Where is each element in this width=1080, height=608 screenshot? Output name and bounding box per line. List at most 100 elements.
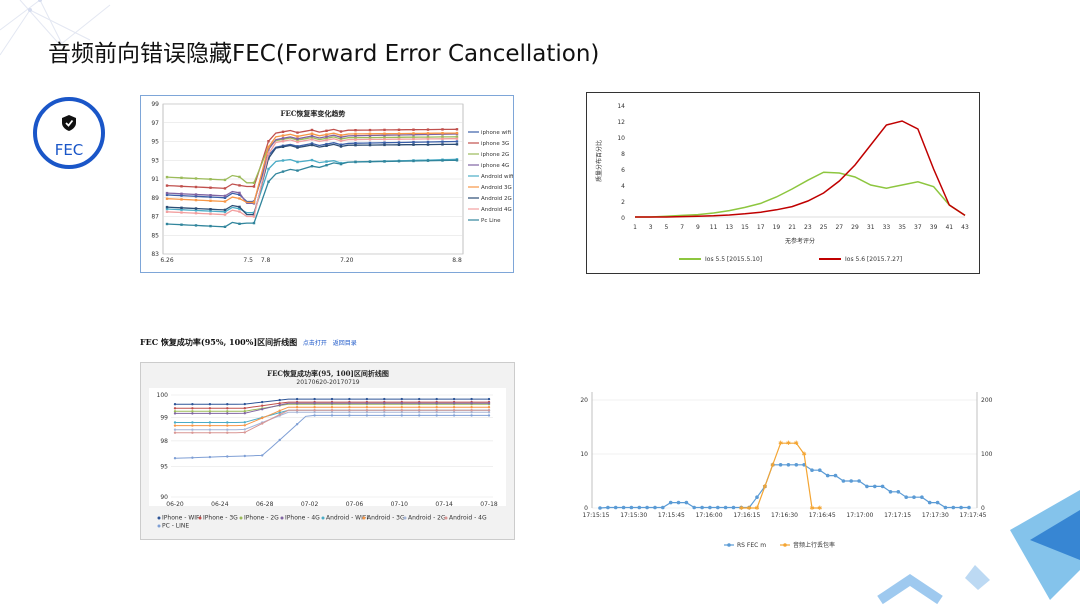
series-point <box>296 169 299 172</box>
series-point <box>912 495 916 499</box>
series-point <box>339 134 343 137</box>
legend-swatch <box>403 516 407 520</box>
series-point <box>281 140 285 143</box>
series-point <box>173 457 177 460</box>
series-point <box>339 139 343 143</box>
series-point <box>455 135 459 138</box>
series-point <box>208 431 212 434</box>
x-tick-label: 06-20 <box>166 501 184 508</box>
series-point: ✱ <box>770 462 775 469</box>
series-point <box>383 132 386 135</box>
legend-label: iphone 2G <box>481 152 509 158</box>
chart-1-svg: 83 85 87 89 91 93 95 97 99 FEC恢复率变化趋势 6.26 7.5 7.8 7.… <box>151 101 513 264</box>
series-point <box>412 141 415 144</box>
y-tick-label: 8 <box>621 151 625 158</box>
series-point <box>354 160 357 164</box>
series-point <box>339 145 343 148</box>
series-point <box>209 195 212 199</box>
series-point <box>637 505 642 510</box>
series-point <box>435 414 438 417</box>
y-tick-label: 97 <box>151 120 159 127</box>
series-point <box>243 407 246 410</box>
series-point <box>243 410 246 413</box>
series-point <box>325 144 328 147</box>
series-point <box>365 409 369 412</box>
y-tick-label: 87 <box>151 214 159 221</box>
series-point <box>435 402 438 405</box>
series-point <box>191 421 194 424</box>
series-point <box>243 454 246 458</box>
series-point <box>470 402 473 405</box>
series-point <box>208 455 212 459</box>
series-point <box>209 186 212 189</box>
series-point <box>412 137 415 141</box>
series-point <box>452 409 456 412</box>
series-point <box>426 135 430 139</box>
series-point <box>295 411 299 414</box>
series-point <box>325 138 328 142</box>
series-point <box>330 409 334 412</box>
series-point <box>412 132 415 135</box>
series-point <box>354 138 357 141</box>
series-point <box>426 132 430 135</box>
series-point <box>223 208 227 212</box>
x-tick-label: 43 <box>961 224 969 231</box>
series-point <box>368 138 372 141</box>
series-point <box>238 210 241 213</box>
series-point <box>173 431 177 434</box>
series-point <box>238 222 241 225</box>
series-point <box>951 505 956 510</box>
series-point <box>310 132 314 135</box>
series-point <box>281 137 285 140</box>
series-point <box>435 397 438 401</box>
series-point <box>281 145 285 148</box>
series-point <box>238 207 241 210</box>
x-tick-label: 17:17:15 <box>884 512 911 519</box>
legend-label: Android - WIFI <box>326 515 368 522</box>
series-point <box>818 468 822 472</box>
back-to-index-link[interactable]: 返回目录 <box>332 340 357 347</box>
series-point <box>668 500 673 505</box>
series-point <box>857 479 861 483</box>
legend-swatch <box>321 516 325 520</box>
series-point <box>452 397 456 401</box>
series-point <box>180 198 183 201</box>
series-point <box>383 411 386 414</box>
series-point <box>325 135 328 138</box>
legend-label: IPhone - WIFI <box>162 515 201 522</box>
x-tick-label: 17:17:30 <box>922 512 949 519</box>
series-point <box>310 143 314 147</box>
series-point <box>383 143 386 147</box>
legend-marker <box>783 543 787 547</box>
series-point <box>904 495 908 499</box>
legend-label: IPhone - 3G <box>203 515 238 522</box>
series-point <box>278 438 281 442</box>
series-point <box>310 138 314 141</box>
x-tick-label: 9 <box>696 224 700 231</box>
series-point <box>383 128 386 132</box>
series-point <box>412 128 415 131</box>
series-point <box>238 197 241 200</box>
series-point <box>173 412 177 415</box>
series-point <box>368 136 372 139</box>
series-point <box>418 411 421 414</box>
series-point <box>397 141 401 144</box>
series-point <box>295 423 299 426</box>
open-link[interactable]: 点击打开 <box>302 340 327 347</box>
series-point <box>330 406 334 409</box>
y-tick-label: 14 <box>617 103 625 110</box>
series-point <box>278 413 281 416</box>
series-point <box>441 140 444 143</box>
series-point <box>261 404 264 407</box>
series-point <box>208 403 212 406</box>
legend-swatch <box>198 516 202 520</box>
series-point <box>487 411 491 414</box>
fec-badge: FEC <box>33 97 105 169</box>
series-point <box>348 414 351 417</box>
series-point <box>794 463 799 467</box>
y-tick-right: 0 <box>981 505 985 512</box>
x-tick-label: 39 <box>930 224 938 231</box>
series-point <box>348 411 351 414</box>
series-point <box>365 397 369 401</box>
